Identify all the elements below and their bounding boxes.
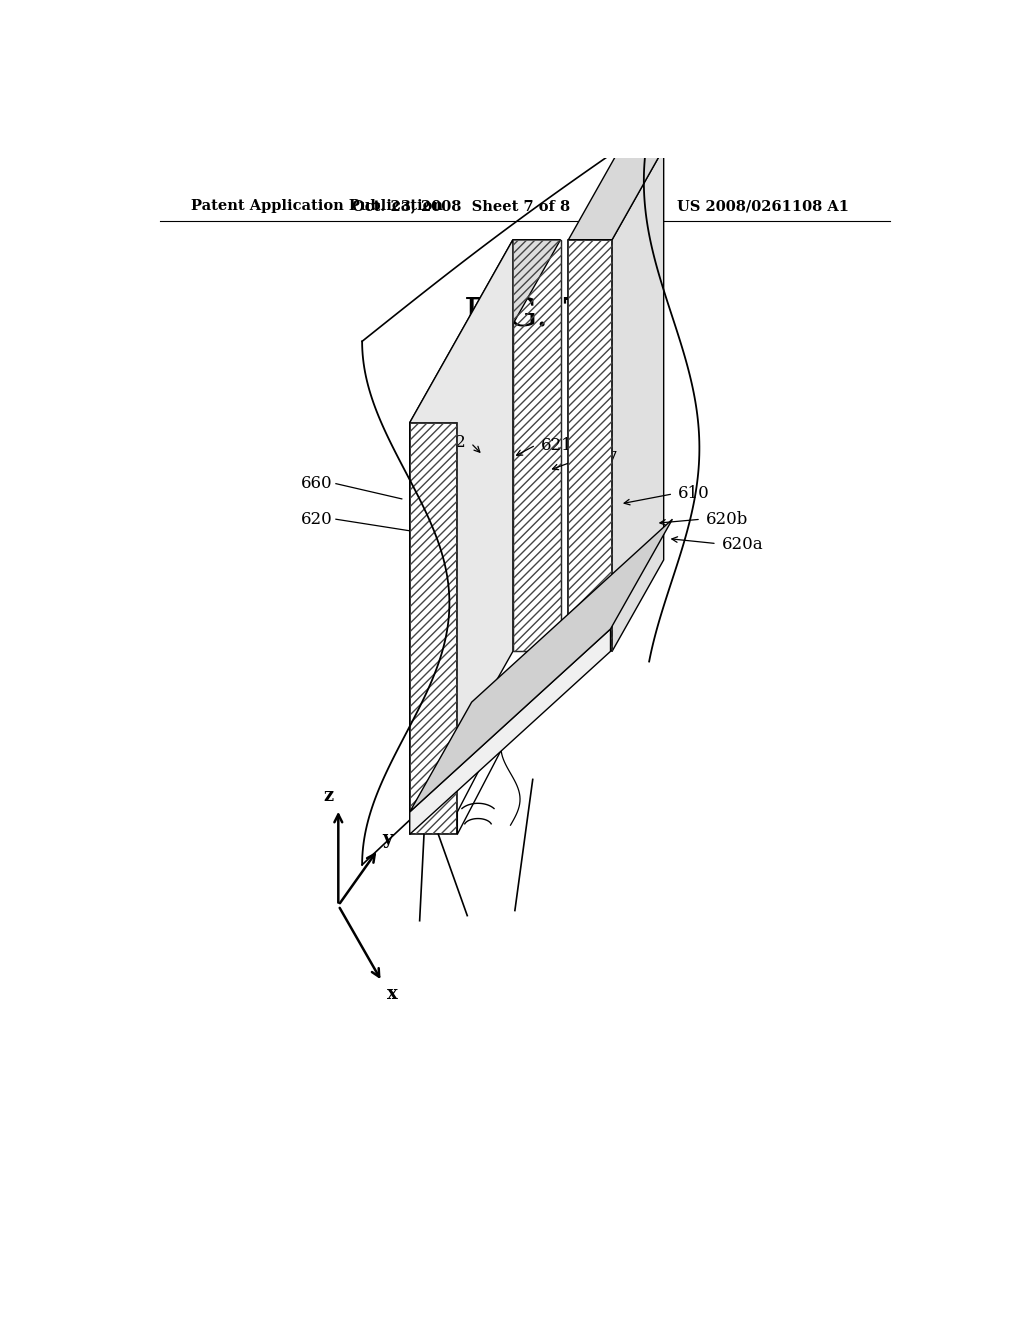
Text: 632: 632 bbox=[435, 434, 467, 451]
Text: 620a: 620a bbox=[722, 536, 763, 553]
Text: 660: 660 bbox=[301, 475, 333, 492]
Polygon shape bbox=[410, 630, 610, 834]
Text: 627: 627 bbox=[587, 450, 618, 467]
Text: Oct. 23, 2008  Sheet 7 of 8: Oct. 23, 2008 Sheet 7 of 8 bbox=[352, 199, 570, 213]
Text: x: x bbox=[387, 985, 397, 1003]
Text: FIG. 7: FIG. 7 bbox=[464, 297, 586, 334]
Polygon shape bbox=[410, 240, 560, 422]
Text: z: z bbox=[324, 787, 334, 805]
Text: y: y bbox=[382, 830, 393, 849]
Text: US 2008/0261108 A1: US 2008/0261108 A1 bbox=[677, 199, 849, 213]
Text: 620: 620 bbox=[301, 511, 333, 528]
Polygon shape bbox=[612, 148, 664, 651]
Polygon shape bbox=[410, 240, 513, 834]
Polygon shape bbox=[568, 148, 664, 240]
Text: 620b: 620b bbox=[706, 511, 749, 528]
Polygon shape bbox=[513, 240, 560, 651]
Text: 621: 621 bbox=[541, 437, 572, 454]
Polygon shape bbox=[410, 422, 458, 834]
Polygon shape bbox=[568, 240, 612, 651]
Polygon shape bbox=[458, 630, 553, 834]
Text: Patent Application Publication: Patent Application Publication bbox=[191, 199, 443, 213]
Polygon shape bbox=[410, 519, 673, 812]
Text: 610: 610 bbox=[678, 486, 710, 503]
